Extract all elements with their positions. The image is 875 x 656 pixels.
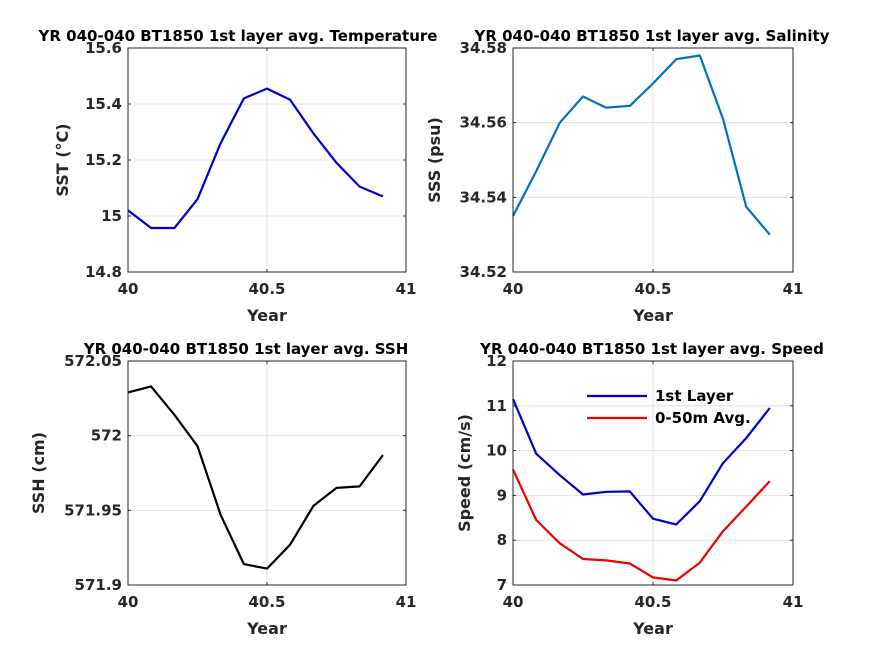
legend-label: 0-50m Avg. <box>655 409 751 427</box>
x-tick-label: 40.5 <box>248 280 285 298</box>
x-tick-label: 40 <box>118 280 139 298</box>
y-tick-label: 14.8 <box>85 263 122 281</box>
y-axis-label: Speed (cm/s) <box>455 414 474 532</box>
series-line <box>127 87 384 230</box>
x-tick-label: 40 <box>503 593 524 611</box>
y-tick-label: 10 <box>486 442 507 460</box>
x-tick-label: 41 <box>396 280 417 298</box>
y-tick-label: 15.6 <box>85 39 122 57</box>
x-tick-label: 40.5 <box>634 280 671 298</box>
y-tick-label: 15.4 <box>85 95 122 113</box>
x-axis-label: Year <box>632 306 673 325</box>
x-tick-label: 41 <box>783 593 804 611</box>
y-tick-label: 8 <box>497 531 507 549</box>
x-axis-label: Year <box>246 619 287 638</box>
y-tick-label: 571.95 <box>64 501 122 519</box>
series-line-0-50m-avg <box>512 468 771 582</box>
y-axis-label: SSH (cm) <box>29 432 48 514</box>
y-tick-label: 34.52 <box>460 263 507 281</box>
salinity-panel: 40 40.5 41 34.52 34.54 34.56 34.58 Year SSS (psu… <box>425 27 830 325</box>
x-tick-label: 40.5 <box>634 593 671 611</box>
x-tick-label: 41 <box>783 280 804 298</box>
y-tick-label: 34.58 <box>460 39 507 57</box>
chart-title: YR 040-040 BT1850 1st layer avg. SSH <box>83 340 409 358</box>
y-axis-label: SST (°C) <box>53 123 72 196</box>
y-tick-label: 572 <box>91 427 122 445</box>
ssh-panel: 40 40.5 41 571.9 571.95 572 572.05 Year SSH (cm)… <box>29 340 416 638</box>
chart-title: YR 040-040 BT1850 1st layer avg. Salinit… <box>473 27 829 45</box>
y-tick-label: 15 <box>101 207 122 225</box>
x-axis-label: Year <box>632 619 673 638</box>
series-line <box>512 54 771 236</box>
chart-title: YR 040-040 BT1850 1st layer avg. Speed <box>479 340 824 358</box>
series-line-1st-layer <box>511 398 771 526</box>
x-tick-label: 40.5 <box>248 593 285 611</box>
y-axis-label: SSS (psu) <box>425 117 444 203</box>
y-tick-label: 571.9 <box>75 576 122 594</box>
x-tick-label: 41 <box>396 593 417 611</box>
y-tick-label: 9 <box>497 486 507 504</box>
y-tick-label: 34.56 <box>460 114 507 132</box>
temperature-panel: 40 40.5 41 14.8 15 15.2 15.4 15.6 Year SST (°C) YR… <box>38 27 438 325</box>
y-tick-label: 572.05 <box>64 352 122 370</box>
y-tick-label: 12 <box>486 352 507 370</box>
speed-panel: 40 40.5 41 7 8 9 10 11 12 Year Speed (cm/s) YR 040-… <box>455 340 824 638</box>
y-tick-label: 15.2 <box>85 151 122 169</box>
y-tick-label: 7 <box>497 576 507 594</box>
x-axis-label: Year <box>246 306 287 325</box>
x-tick-label: 40 <box>118 593 139 611</box>
series-line <box>127 385 384 570</box>
chart-title: YR 040-040 BT1850 1st layer avg. Tempera… <box>38 27 438 45</box>
legend-label: 1st Layer <box>655 387 734 405</box>
y-tick-label: 11 <box>486 397 507 415</box>
x-tick-label: 40 <box>503 280 524 298</box>
y-tick-label: 34.54 <box>460 188 507 206</box>
